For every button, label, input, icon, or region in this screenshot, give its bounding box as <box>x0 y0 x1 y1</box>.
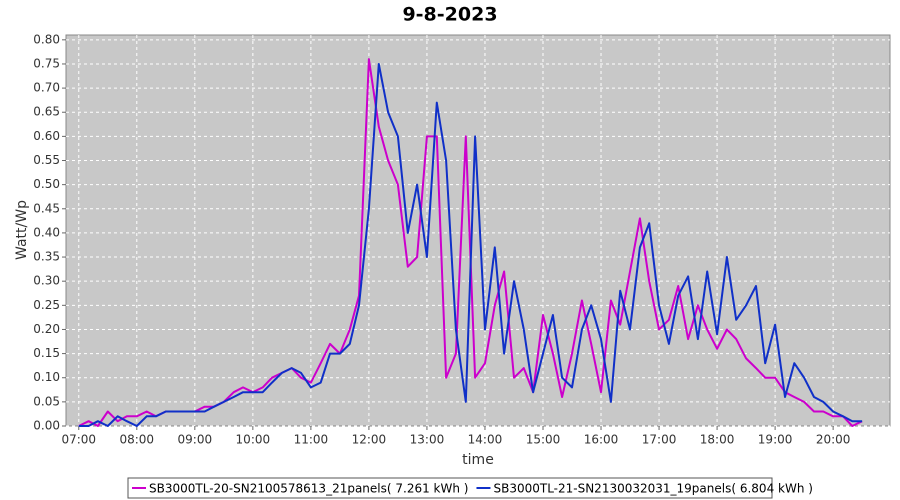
legend-label: SB3000TL-21-SN2130032031_19panels( 6.804… <box>493 482 812 496</box>
y-tick-label: 0.55 <box>33 153 60 167</box>
x-tick-label: 12:00 <box>352 433 387 447</box>
x-axis-label: time <box>462 452 494 468</box>
y-tick-label: 0.65 <box>33 105 60 119</box>
y-tick-label: 0.30 <box>33 274 60 288</box>
x-tick-label: 16:00 <box>584 433 619 447</box>
x-tick-label: 20:00 <box>816 433 851 447</box>
x-tick-label: 08:00 <box>119 433 154 447</box>
x-tick-label: 17:00 <box>642 433 677 447</box>
y-tick-label: 0.35 <box>33 250 60 264</box>
x-tick-label: 09:00 <box>178 433 213 447</box>
chart-title: 9-8-2023 <box>402 4 497 26</box>
x-tick-label: 13:00 <box>410 433 445 447</box>
y-tick-label: 0.75 <box>33 56 60 70</box>
x-tick-label: 18:00 <box>700 433 735 447</box>
x-tick-label: 15:00 <box>526 433 561 447</box>
series-line <box>78 63 863 427</box>
y-tick-label: 0.60 <box>33 129 60 143</box>
y-tick-label: 0.40 <box>33 225 60 239</box>
y-tick-label: 0.20 <box>33 322 60 336</box>
y-axis-label: Watt/Wp <box>14 200 30 260</box>
legend <box>127 477 773 499</box>
y-tick-label: 0.70 <box>33 81 60 95</box>
x-tick-label: 10:00 <box>236 433 271 447</box>
y-tick-label: 0.80 <box>33 32 60 46</box>
x-tick-label: 19:00 <box>758 433 793 447</box>
y-tick-label: 0.50 <box>33 177 60 191</box>
x-tick-label: 14:00 <box>468 433 503 447</box>
y-tick-label: 0.45 <box>33 201 60 215</box>
x-tick-label: 07:00 <box>61 433 96 447</box>
y-tick-label: 0.00 <box>33 419 60 433</box>
plot-area <box>65 34 891 427</box>
y-tick-label: 0.05 <box>33 394 60 408</box>
y-tick-label: 0.15 <box>33 346 60 360</box>
y-tick-label: 0.10 <box>33 370 60 384</box>
y-tick-label: 0.25 <box>33 298 60 312</box>
x-tick-label: 11:00 <box>294 433 329 447</box>
legend-label: SB3000TL-20-SN2100578613_21panels( 7.261… <box>149 482 468 496</box>
